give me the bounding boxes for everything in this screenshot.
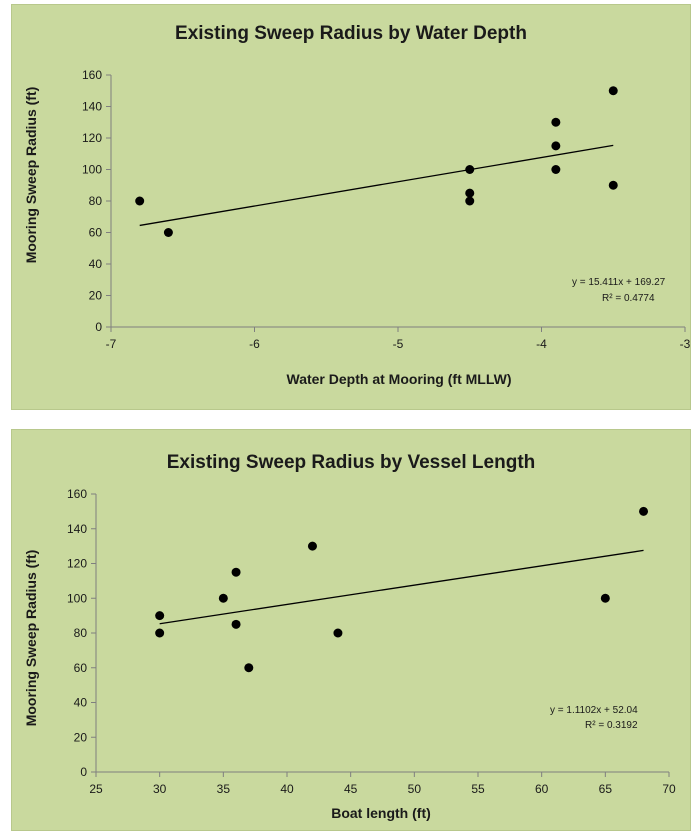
data-point [333,628,343,638]
x-tick-label: 60 [535,782,549,796]
data-point [244,663,254,673]
x-tick-label: 50 [408,782,422,796]
y-tick-label: 40 [74,696,88,710]
y-tick-label: 0 [95,320,102,334]
data-point [551,141,561,151]
y-tick-label: 140 [82,100,102,114]
x-tick-label: -3 [680,337,691,351]
y-tick-label: 80 [89,194,103,208]
y-tick-label: 20 [89,289,103,303]
data-point [465,165,475,174]
chart-title: Existing Sweep Radius by Water Depth [175,23,527,44]
data-point [155,611,165,621]
x-axis-title: Water Depth at Mooring (ft MLLW) [287,371,512,387]
y-axis-title: Mooring Sweep Radius (ft) [23,87,39,264]
data-point [135,196,145,206]
x-tick-label: -7 [106,337,117,351]
y-tick-label: 20 [74,730,88,744]
x-tick-label: 55 [471,782,485,796]
y-tick-label: 60 [89,226,103,240]
x-tick-label: 40 [280,782,294,796]
x-tick-label: -5 [393,337,404,351]
data-point [465,188,475,198]
y-tick-label: 120 [82,131,102,145]
data-point [163,228,173,237]
chart-panel-water-depth: Existing Sweep Radius by Water Depth Moo… [11,4,691,410]
y-tick-label: 160 [82,68,102,82]
x-tick-label: -6 [249,337,260,351]
data-point [551,117,561,127]
y-tick-label: 100 [67,591,87,605]
x-axis-title: Boat length (ft) [331,805,431,821]
trendline-equation: y = 15.411x + 169.27 [572,277,666,288]
y-tick-label: 140 [67,522,87,536]
data-point [551,165,561,174]
chart-vessel-length: Existing Sweep Radius by Vessel Length M… [23,452,676,821]
trendline [139,144,614,227]
chart-title: Existing Sweep Radius by Vessel Length [167,452,536,473]
y-tick-label: 60 [74,661,88,675]
trendline [159,549,644,625]
data-point [600,593,610,603]
x-tick-label: 35 [217,782,231,796]
data-point [155,628,165,638]
data-point [465,196,475,206]
data-point [608,86,618,96]
x-tick-label: 70 [662,782,676,796]
y-tick-label: 160 [67,487,87,501]
chart-water-depth: Existing Sweep Radius by Water Depth Moo… [23,23,691,387]
x-tick-label: 25 [89,782,103,796]
y-tick-label: 40 [89,257,103,271]
data-point [608,180,618,190]
x-tick-label: 65 [599,782,613,796]
data-point [307,541,317,551]
x-tick-label: 45 [344,782,358,796]
y-tick-label: 120 [67,557,87,571]
chart-panel-vessel-length: Existing Sweep Radius by Vessel Length M… [11,429,691,831]
trendline-equation: y = 1.1102x + 52.04 [550,705,638,716]
x-tick-label: -4 [536,337,547,351]
y-tick-label: 0 [80,765,87,779]
r-squared-label: R² = 0.3192 [585,720,638,731]
y-axis-title: Mooring Sweep Radius (ft) [23,550,39,727]
data-point [639,506,649,516]
x-tick-label: 30 [153,782,167,796]
r-squared-label: R² = 0.4774 [602,293,655,304]
y-tick-label: 100 [82,163,102,177]
data-point [231,567,241,577]
data-point [231,619,241,629]
y-tick-label: 80 [74,626,88,640]
data-point [218,593,228,603]
